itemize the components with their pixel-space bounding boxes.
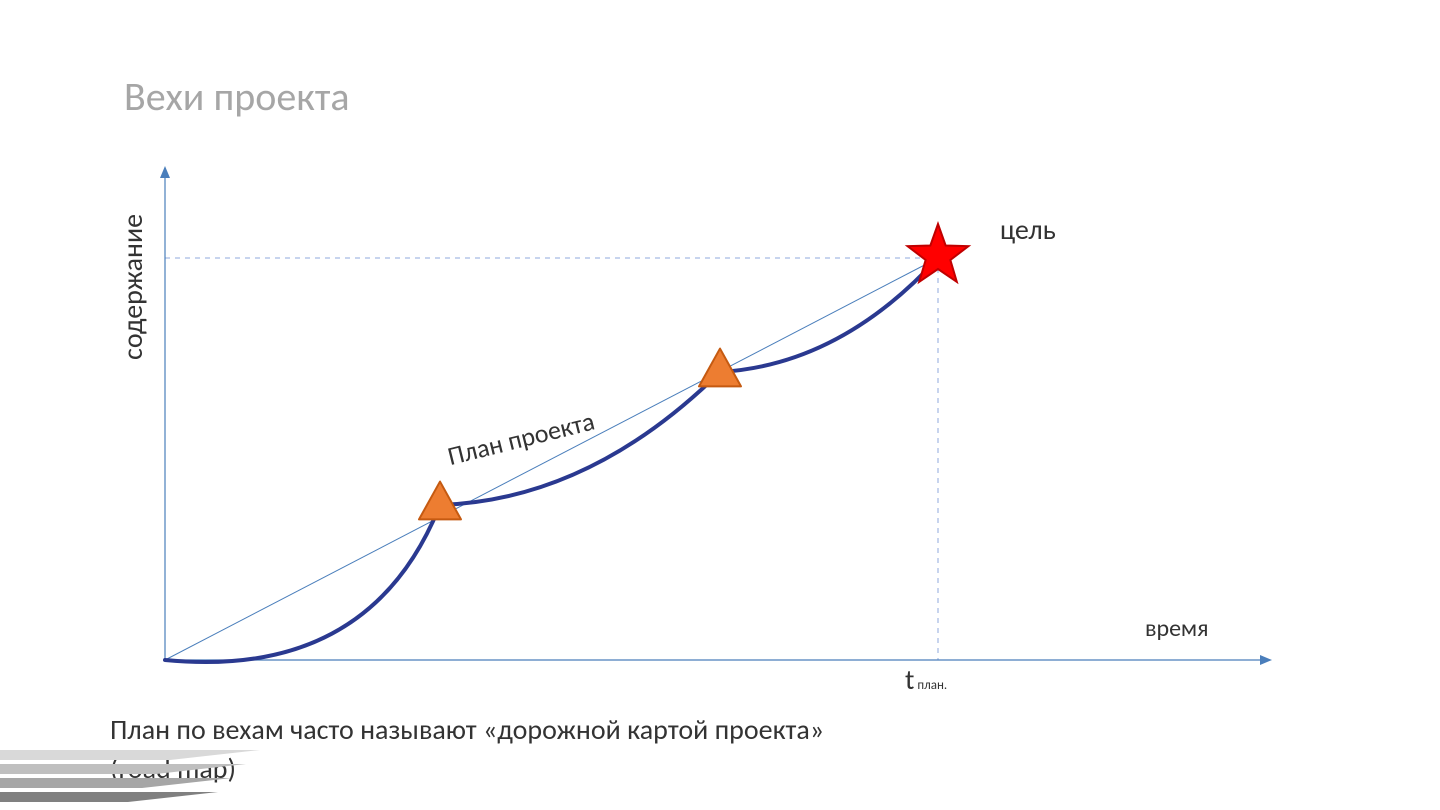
milestone-marker xyxy=(699,349,741,387)
goal-star xyxy=(908,224,969,282)
milestone-diagram xyxy=(0,0,1440,810)
milestone-marker xyxy=(419,482,461,520)
